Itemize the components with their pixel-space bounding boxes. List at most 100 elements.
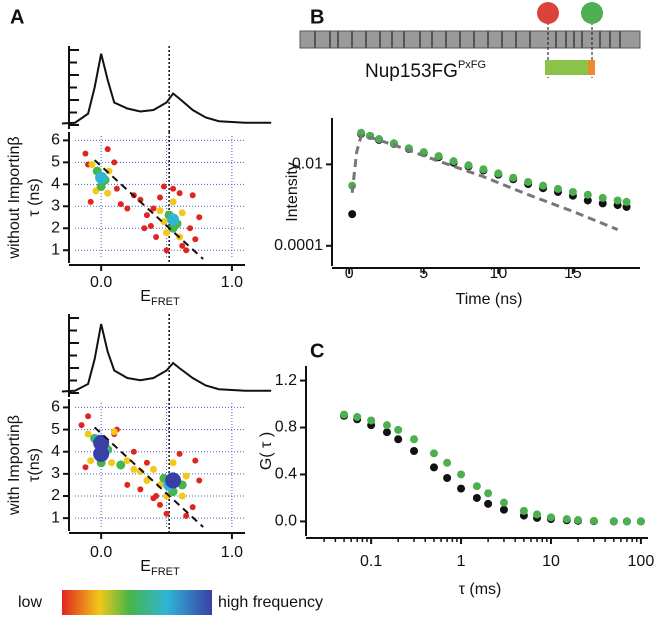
data-point xyxy=(160,218,168,226)
data-point xyxy=(499,505,508,514)
data-point xyxy=(169,198,177,206)
data-point xyxy=(116,460,126,470)
construct-label: Nup153FGPxFG xyxy=(365,59,486,82)
colorbar-low: low xyxy=(18,594,42,611)
data-point xyxy=(93,445,110,462)
data-point xyxy=(178,209,186,217)
data-point xyxy=(553,184,562,193)
y-axis-label: τ (ns) xyxy=(26,178,43,216)
x-tick-label: 1.0 xyxy=(221,544,243,561)
data-point xyxy=(472,493,481,502)
x-tick-label: 0.0 xyxy=(90,274,112,291)
construct-name: Nup153FG xyxy=(365,61,458,82)
x-axis-label: EFRET xyxy=(140,288,180,308)
y-tick-label: 0.4 xyxy=(275,466,297,483)
data-point xyxy=(93,434,110,451)
y-tick-label: 4 xyxy=(51,443,60,460)
x-tick-label: 1.0 xyxy=(221,274,243,291)
x-tick-label: 10 xyxy=(542,553,560,570)
panel-label: A xyxy=(10,6,24,28)
data-point xyxy=(85,413,92,420)
data-point xyxy=(160,183,167,190)
data-point xyxy=(178,492,186,500)
fg-repeats xyxy=(314,31,621,48)
data-point xyxy=(124,205,131,212)
data-point xyxy=(479,165,488,174)
data-point xyxy=(622,517,631,526)
x-tick-label: 10 xyxy=(489,265,507,282)
data-point xyxy=(410,447,419,455)
data-point xyxy=(143,212,150,219)
data-point xyxy=(117,201,124,208)
data-point xyxy=(176,450,183,457)
data-point xyxy=(394,425,403,434)
data-point xyxy=(574,516,583,525)
data-point xyxy=(183,247,190,254)
data-point xyxy=(457,484,466,493)
y-tick-label: 6 xyxy=(51,132,60,149)
data-point xyxy=(494,169,503,178)
data-point xyxy=(636,517,645,526)
data-point xyxy=(82,150,89,157)
static-fret-line xyxy=(93,426,204,528)
x-axis-label: τ (ms) xyxy=(459,581,502,598)
y-tick-label: 6 xyxy=(51,399,60,416)
y-axis-label: without Importinβ xyxy=(6,136,23,259)
data-point xyxy=(176,190,183,197)
data-point xyxy=(153,234,160,241)
data-point xyxy=(84,430,92,438)
data-point xyxy=(340,410,349,419)
data-point xyxy=(169,459,177,467)
data-point xyxy=(78,422,85,429)
data-point xyxy=(196,477,203,484)
y-tick-label: 5 xyxy=(51,154,60,171)
x-axis-label-main: τ (ms) xyxy=(459,581,502,598)
x-tick-label: 15 xyxy=(564,265,582,282)
data-point xyxy=(613,196,622,205)
histogram-line xyxy=(61,53,272,125)
pxfg-segment xyxy=(545,60,595,75)
y-tick-label: 0.0 xyxy=(275,513,297,530)
data-point xyxy=(167,213,180,226)
y-axis-label: with Importinβ xyxy=(6,415,23,516)
y-tick-label: 1 xyxy=(51,509,60,526)
data-point xyxy=(472,482,481,491)
data-point xyxy=(484,499,493,508)
data-point xyxy=(622,197,631,206)
panel-label: B xyxy=(310,6,324,28)
data-point xyxy=(443,474,452,482)
y-tick-label: 2 xyxy=(51,219,60,236)
data-point xyxy=(113,185,120,192)
x-tick-label: 5 xyxy=(419,265,428,282)
x-axis-label-main: E xyxy=(140,558,151,575)
y-tick-label: 4 xyxy=(51,176,60,193)
x-axis-label-sub: FRET xyxy=(151,566,180,578)
y-tick-label: 0.01 xyxy=(292,156,323,173)
x-axis-label-main: E xyxy=(140,288,151,305)
data-point xyxy=(583,190,592,199)
data-point xyxy=(367,416,376,425)
data-point xyxy=(170,185,177,192)
data-point xyxy=(464,161,473,170)
data-point xyxy=(108,459,116,467)
y-tick-label: 1 xyxy=(51,241,60,258)
construct-superscript: PxFG xyxy=(458,59,486,71)
data-point xyxy=(143,477,151,484)
data-point xyxy=(168,223,178,233)
y-tick-label: 1.2 xyxy=(275,372,297,389)
x-axis-label: EFRET xyxy=(140,558,180,578)
y-tick-label: 2 xyxy=(51,487,60,504)
y-axis-label: τ(ns) xyxy=(26,448,43,482)
data-point xyxy=(104,146,111,153)
data-point xyxy=(149,465,157,473)
data-point xyxy=(179,242,186,249)
data-point xyxy=(546,513,555,522)
data-point xyxy=(568,187,577,196)
data-point xyxy=(509,173,518,182)
pxfg-end xyxy=(588,60,595,75)
y-tick-label: 3 xyxy=(51,465,60,482)
data-point xyxy=(539,181,548,190)
data-point xyxy=(589,516,598,525)
data-point xyxy=(88,161,96,169)
data-point xyxy=(187,225,194,232)
